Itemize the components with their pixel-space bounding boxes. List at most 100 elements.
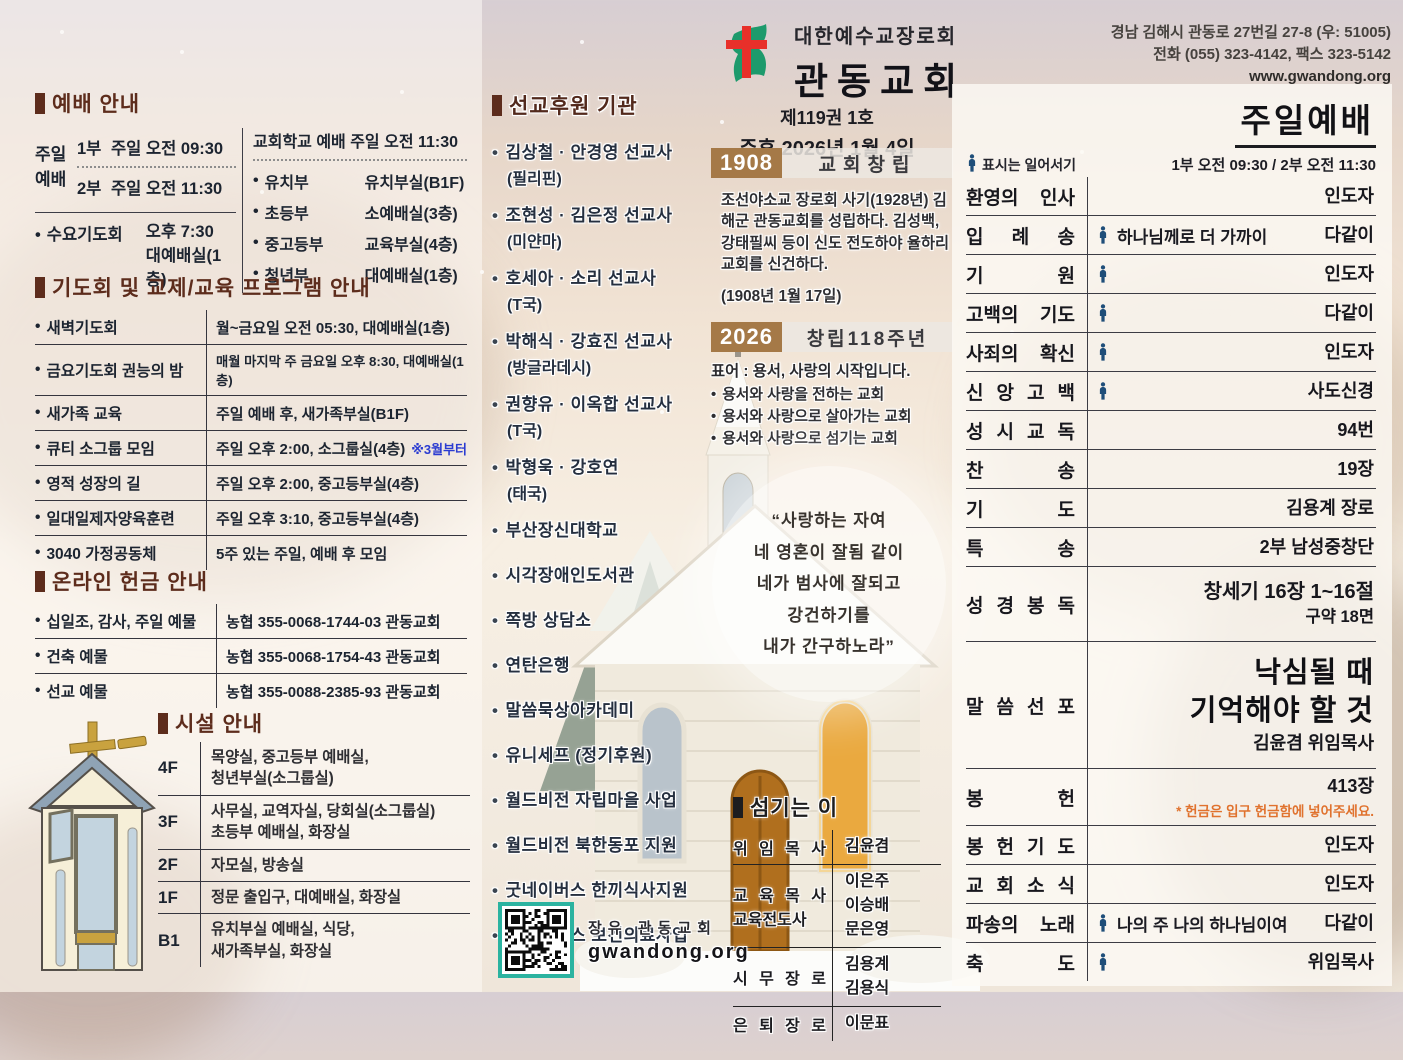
service-item-label: 특 송 — [966, 528, 1088, 566]
service-item-text: 환영의 인사 — [966, 187, 1075, 209]
service-item-text: 찬 송 — [966, 460, 1075, 482]
church-school-row: • 초등부 소예배실(3층) — [253, 196, 467, 227]
mission-item: • 말씀묵상아카데미 — [492, 696, 730, 721]
servants-table: 위 임 목 사 김윤겸 교 육 목 사 교육전도사 이은주 이승배 문은영 시 무 장 로 김용… — [733, 830, 941, 1041]
wednesday-prayer-time: 오후 7:30 — [145, 223, 214, 241]
offering-account: 농협 355-0068-1754-43 관동교회 — [226, 648, 441, 666]
bullet-icon: • — [35, 682, 41, 699]
service-row-right: 413장 * 헌금은 입구 헌금함에 넣어주세요. — [1176, 774, 1374, 820]
program-name: • 영적 성장의 길 — [35, 466, 207, 500]
standing-person-icon — [1097, 953, 1109, 971]
verse-line: 네 영혼이 잘됨 같이 — [753, 542, 905, 562]
part2-time: 주일 오전 11:30 — [111, 180, 223, 198]
service-row: 말 씀 선 포 낙심될 때 기억해야 할 것 김윤겸 위임목사 — [966, 642, 1376, 769]
service-item-text: 봉 헌 — [966, 788, 1075, 810]
service-item-text: 기 도 — [966, 499, 1075, 521]
service-row: 봉 헌 413장 * 헌금은 입구 헌금함에 넣어주세요. — [966, 769, 1376, 826]
bullet-icon: • — [492, 332, 499, 351]
service-row-content: 위임목사 — [1088, 943, 1376, 981]
bullet-icon: • — [35, 404, 41, 421]
program-name: • 큐티 소그룹 모임 — [35, 431, 207, 465]
mission-name: • 부산장신대학교 — [492, 521, 619, 540]
standing-person-icon — [966, 154, 978, 172]
program-name: • 금요기도회 권능의 밤 — [35, 345, 207, 395]
servant-role: 교육전도사 — [733, 912, 807, 929]
service-leader: 다같이 — [1324, 912, 1374, 933]
program-name: • 새가족 교육 — [35, 396, 207, 430]
bullet-icon: • — [492, 458, 499, 477]
facility-row: 3F 사무실, 교역자실, 당회실(소그룹실) 초등부 예배실, 화장실 — [158, 794, 470, 849]
service-row-right: 2부 남성중창단 — [1260, 535, 1374, 559]
church-school-row: • 중고등부 교육부실(4층) — [253, 227, 467, 258]
service-item-label: 성 경 봉 독 — [966, 567, 1088, 641]
school-place: 유치부실(B1F) — [364, 174, 465, 192]
sermon-title-line: 낙심될 때 — [1254, 657, 1374, 690]
service-leader: 94번 — [1337, 419, 1374, 440]
service-item-label: 축 도 — [966, 943, 1088, 981]
mission-item: • 월드비전 북한동포 지원 — [492, 831, 730, 856]
standing-person-icon — [1097, 265, 1109, 283]
mission-item: • 유니세프 (정기후원) — [492, 741, 730, 766]
facility-row: 1F 정문 출입구, 대예배실, 화장실 — [158, 881, 470, 914]
worship-info-title: 예배 안내 — [52, 93, 141, 116]
service-item-text: 신 앙 고 백 — [966, 382, 1075, 404]
offering-name: • 선교 예물 — [35, 674, 217, 708]
scripture-page: 구약 18면 — [1305, 608, 1374, 627]
mission-item: • 호세아 · 소리 선교사 (T국) — [492, 264, 730, 315]
founding-date: (1908년 1월 17일) — [721, 287, 842, 305]
bullet-icon: • — [35, 439, 41, 456]
qr-label-church: 장유 관동교회 — [588, 919, 717, 937]
mission-country: (T국) — [507, 297, 543, 314]
bullet-icon: • — [492, 836, 499, 855]
facility-row: 2F 자모실, 방송실 — [158, 848, 470, 882]
bullet-icon: • — [492, 926, 499, 945]
servant-name: 문은영 — [845, 921, 890, 938]
bullet-icon: • — [492, 791, 499, 810]
bullet-icon: • — [711, 409, 717, 426]
facility-desc-line: 정문 출입구, 대예배실, 화장실 — [211, 889, 402, 907]
mission-country: (T국) — [507, 423, 543, 440]
bullet-icon: • — [492, 206, 499, 225]
programs-table: • 새벽기도회 월~금요일 오전 05:30, 대예배실(1층) • 금요기도회 권능의… — [35, 310, 467, 570]
servant-name: 김용계 — [845, 956, 890, 973]
facility-floor: B1 — [158, 914, 201, 968]
church-school-row: • 유치부 유치부실(B1F) — [253, 165, 467, 196]
facility-row: B1 유치부실 예배실, 식당, 새가족부실, 화장실 — [158, 913, 470, 968]
service-row-content: 인도자 — [1088, 177, 1376, 215]
program-row: • 금요기도회 권능의 밤 매월 마지막 주 금요일 오후 8:30, 대예배실(1… — [35, 344, 467, 395]
masthead: 대한예수교장로회 관동교회 — [714, 20, 966, 105]
service-item-label: 봉 헌 — [966, 769, 1088, 825]
facility-desc-line: 유치부실 예배실, 식당, — [211, 921, 355, 939]
service-leader: 창세기 16장 1~16절 — [1203, 581, 1374, 604]
website: www.gwandong.org — [1249, 67, 1391, 85]
service-item-label: 교 회 소 식 — [966, 865, 1088, 903]
service-row: 파송의 노래 나의 주 나의 하나님이여 다같이 — [966, 904, 1376, 943]
service-item-label: 말 씀 선 포 — [966, 642, 1088, 768]
service-leader: 김윤겸 위임목사 — [1253, 732, 1374, 753]
service-row: 성 시 교 독 94번 — [966, 411, 1376, 450]
service-row-right: 인도자 — [1324, 872, 1374, 896]
standing-person-icon — [1097, 382, 1109, 400]
facility-desc: 자모실, 방송실 — [201, 850, 470, 881]
service-item-label: 고백의 기도 — [966, 294, 1088, 332]
facility-desc-line: 목양실, 중고등부 예배실, — [211, 749, 369, 766]
sunday-worship-label2: 예배 — [35, 170, 67, 189]
service-row: 교 회 소 식 인도자 — [966, 865, 1376, 904]
mission-name: • 월드비전 자립마을 사업 — [492, 791, 678, 810]
founding-year-badge: 1908 — [711, 148, 782, 178]
servant-roles: 시 무 장 로 — [733, 948, 833, 1006]
bullet-icon: • — [492, 656, 499, 675]
part1-label: 1부 — [77, 140, 102, 158]
servant-names: 김윤겸 — [833, 830, 941, 864]
service-item-text: 파송의 노래 — [966, 914, 1075, 936]
part1-time: 주일 오전 09:30 — [111, 140, 224, 158]
motto-bullets: • 용서와 사랑을 전하는 교회 • 용서와 사랑으로 살아가는 교회 • 용서와 사랑으… — [711, 384, 953, 451]
servant-names: 이문표 — [833, 1007, 941, 1041]
worship-info-section: 예배 안내 주일 예배 1부 주일 오전 09:30 2부 주일 오전 11:30 … — [35, 88, 467, 293]
section-marker — [35, 570, 45, 592]
servant-row: 시 무 장 로 김용계 김용식 — [733, 948, 941, 1007]
wednesday-prayer-place: 대예배실(1층) — [145, 246, 222, 289]
online-offering-section: 온라인 헌금 안내 • 십일조, 감사, 주일 예물 농협 355-0068-174… — [35, 566, 467, 708]
